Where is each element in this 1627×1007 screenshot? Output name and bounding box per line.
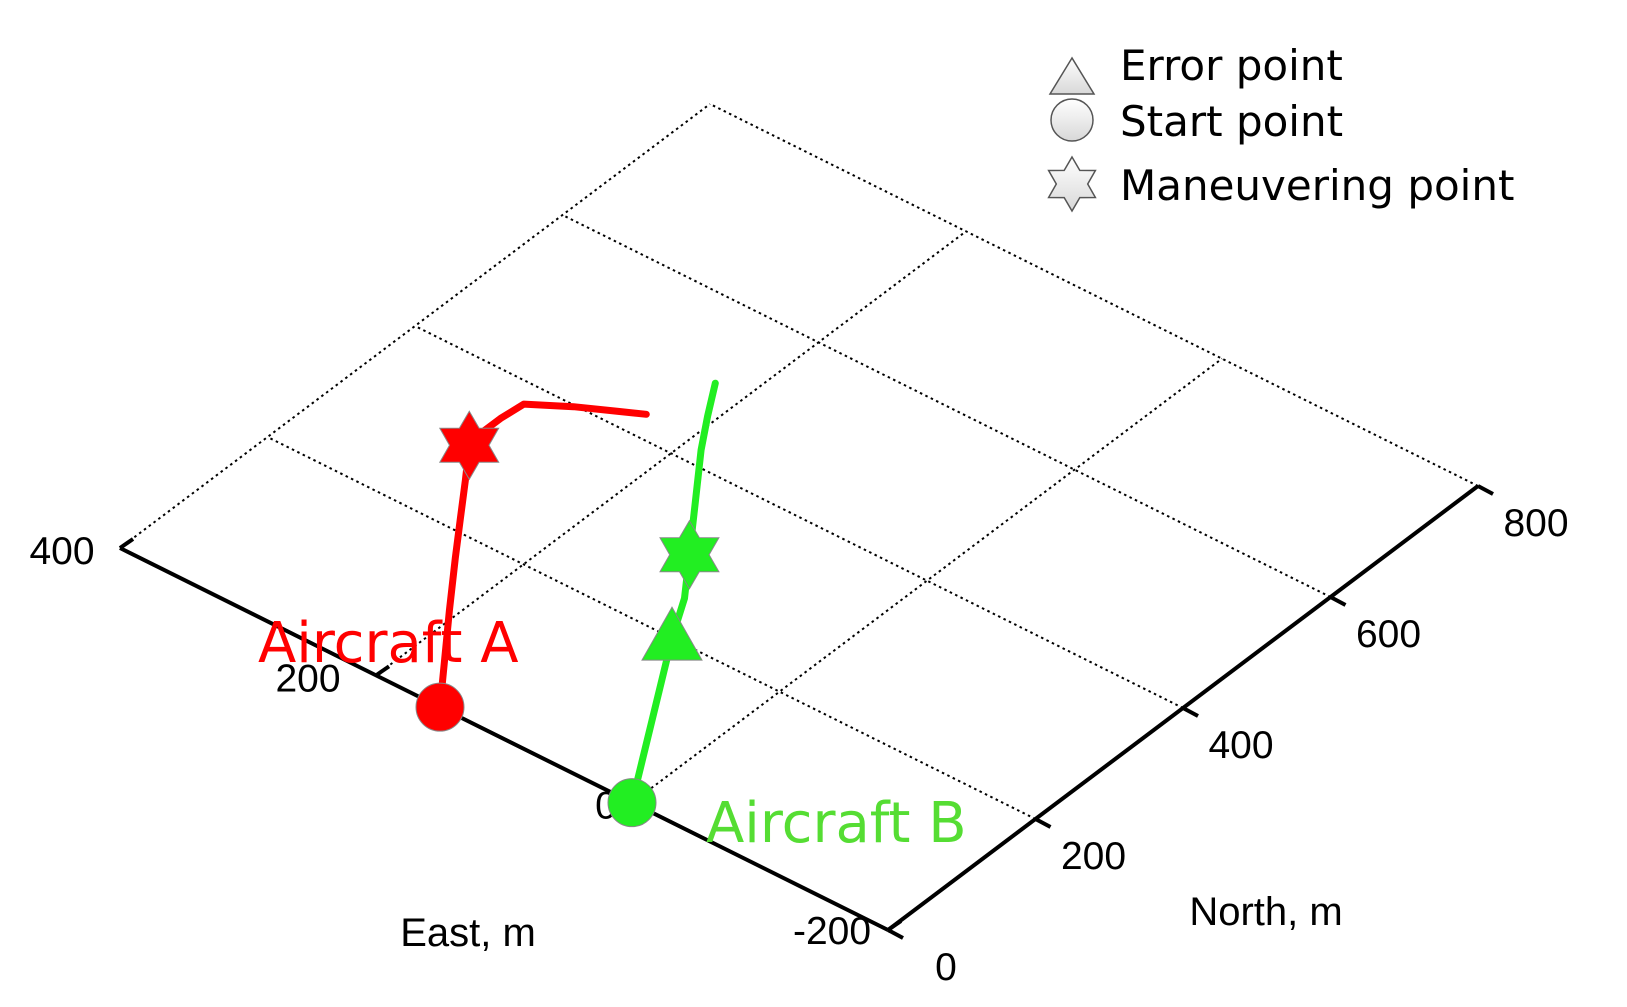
grid-line-north-200 — [267, 436, 1036, 820]
series-1 — [607, 379, 720, 828]
east-axis-line — [119, 546, 889, 932]
grid-line-north-400 — [414, 325, 1184, 709]
y-axis-title: North, m — [1189, 890, 1342, 934]
north-tick-800 — [1477, 484, 1494, 496]
grid-line-north-800 — [709, 103, 1479, 487]
error-point-marker-1 — [641, 606, 703, 661]
grid-line-north-600 — [562, 214, 1331, 598]
hexagram-icon — [1047, 155, 1097, 213]
start-point-marker-0 — [415, 682, 465, 732]
east-tick-label-200: 200 — [275, 657, 340, 700]
legend-label-error-point: Error point — [1120, 41, 1343, 90]
grid-line-east-400 — [119, 103, 711, 549]
legend: Error point Start point Maneuvering poin… — [1047, 41, 1514, 213]
north-tick-label-600: 600 — [1356, 613, 1421, 656]
north-tick-label-0: 0 — [935, 946, 957, 989]
series-label-aircraft-a: Aircraft A — [258, 611, 519, 676]
x-axis-title: East, m — [400, 911, 536, 955]
east-tick-200 — [374, 664, 391, 677]
east-tick-400 — [118, 537, 135, 550]
north-tick-0 — [887, 928, 904, 940]
legend-label-maneuvering-point: Maneuvering point — [1120, 161, 1514, 210]
series-0 — [415, 400, 650, 732]
north-tick-label-200: 200 — [1061, 835, 1126, 878]
plane-grid — [119, 103, 1479, 820]
legend-label-start-point: Start point — [1120, 97, 1343, 146]
east-tick--200 — [886, 919, 903, 932]
north-tick-200 — [1034, 817, 1052, 829]
series-line-1 — [628, 379, 719, 807]
east-tick-label-400: 400 — [29, 530, 94, 573]
north-tick-label-400: 400 — [1208, 724, 1273, 767]
north-tick-400 — [1182, 706, 1199, 718]
grid-line-east-0 — [631, 357, 1223, 804]
circle-icon — [1050, 98, 1094, 142]
maneuvering-point-marker-0 — [438, 410, 500, 481]
series-label-aircraft-b: Aircraft B — [706, 791, 967, 856]
start-point-marker-1 — [607, 778, 657, 828]
east-tick-label--200: -200 — [793, 910, 871, 953]
trajectories — [415, 379, 720, 828]
triangle-icon — [1048, 56, 1096, 95]
north-tick-600 — [1329, 595, 1347, 607]
north-tick-label-800: 800 — [1503, 502, 1568, 545]
maneuvering-point-marker-1 — [659, 519, 720, 590]
